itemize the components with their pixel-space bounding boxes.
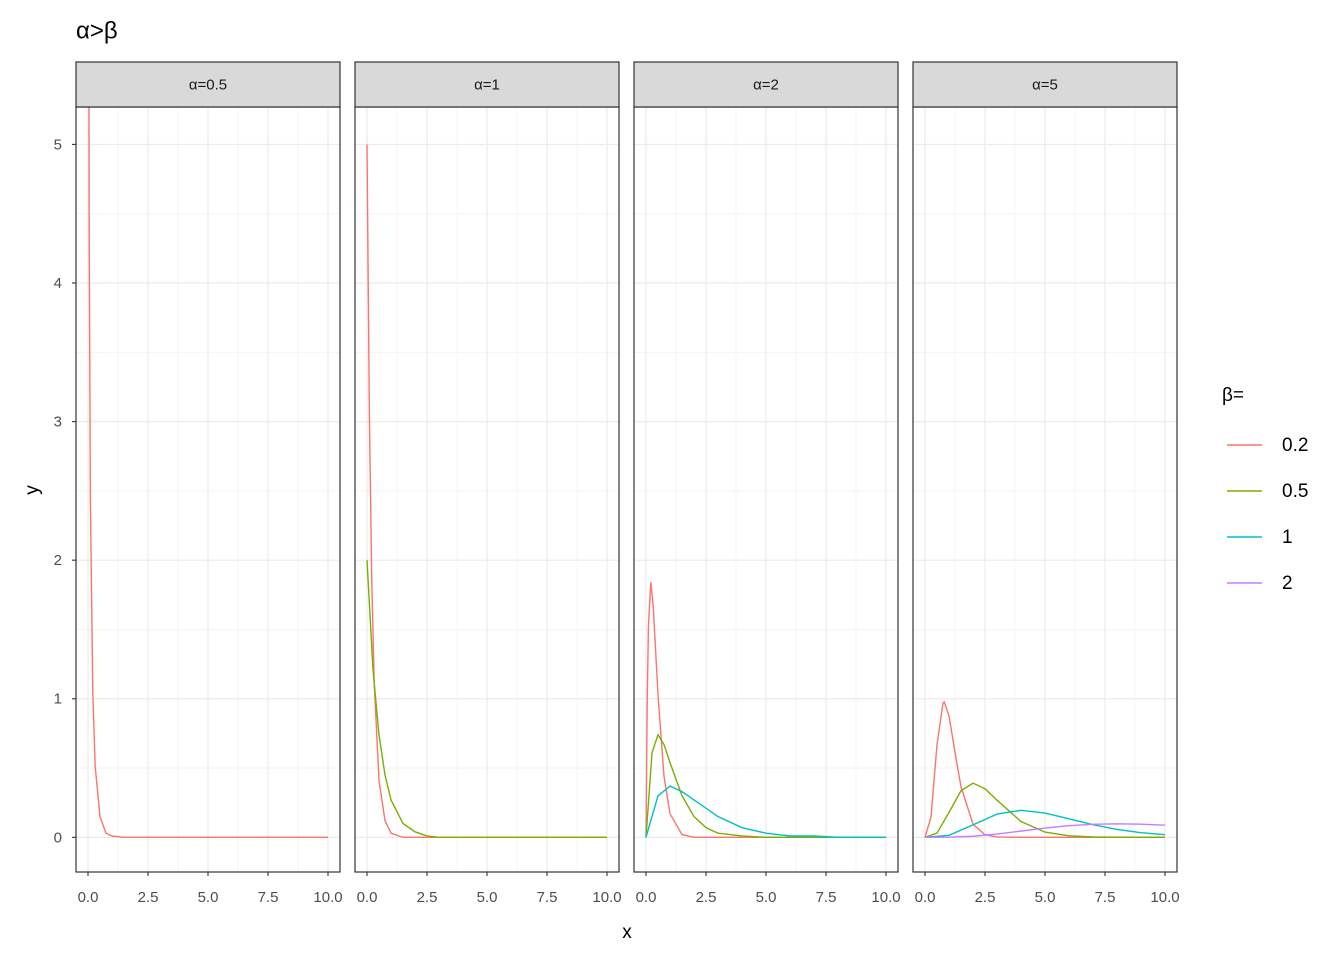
data-line [645, 785, 886, 839]
x-tick-label: 0.0 [636, 889, 657, 906]
data-line [924, 700, 1165, 839]
x-tick-label: 10.0 [592, 889, 621, 906]
x-tick-label: 7.5 [537, 889, 558, 906]
x-tick-label: 7.5 [816, 889, 837, 906]
x-tick-label: 5.0 [477, 889, 498, 906]
strip-label: α=2 [753, 76, 779, 93]
y-tick-label: 2 [54, 552, 62, 569]
x-tick-label: 0.0 [915, 889, 936, 906]
legend-label: 2 [1282, 573, 1293, 594]
legend-title: β= [1222, 385, 1244, 406]
x-tick-label: 0.0 [357, 889, 378, 906]
strip-background [354, 61, 620, 108]
strip-background [633, 61, 899, 108]
x-tick-label: 10.0 [313, 889, 342, 906]
x-tick-label: 5.0 [198, 889, 219, 906]
strip-label: α=1 [474, 76, 500, 93]
x-tick-label: 10.0 [871, 889, 900, 906]
x-tick-label: 2.5 [417, 889, 438, 906]
chart-title: α>β [76, 17, 118, 44]
y-axis-label: y [22, 485, 43, 495]
data-line [645, 733, 886, 839]
strip-background [75, 61, 341, 108]
strip-label: α=5 [1032, 76, 1058, 93]
data-line [366, 560, 607, 839]
y-tick-label: 5 [54, 136, 62, 153]
legend-label: 1 [1282, 527, 1293, 548]
x-tick-label: 2.5 [975, 889, 996, 906]
x-tick-label: 2.5 [696, 889, 717, 906]
y-tick-label: 4 [54, 275, 62, 292]
strip-background [912, 61, 1178, 108]
x-tick-label: 2.5 [138, 889, 159, 906]
data-line [924, 823, 1166, 839]
data-line [924, 809, 1166, 839]
x-axis-label: x [622, 922, 632, 943]
y-tick-label: 3 [54, 414, 62, 431]
data-line [88, 107, 328, 839]
legend-label: 0.2 [1282, 435, 1308, 456]
strip-label: α=0.5 [189, 76, 227, 93]
legend-label: 0.5 [1282, 481, 1308, 502]
y-tick-label: 1 [54, 691, 62, 708]
x-tick-label: 7.5 [258, 889, 279, 906]
x-tick-label: 0.0 [78, 889, 99, 906]
x-tick-label: 5.0 [756, 889, 777, 906]
data-line [645, 582, 886, 839]
y-tick-label: 0 [54, 829, 62, 846]
x-tick-label: 10.0 [1150, 889, 1179, 906]
x-tick-label: 7.5 [1095, 889, 1116, 906]
data-line [924, 782, 1166, 839]
x-tick-label: 5.0 [1035, 889, 1056, 906]
